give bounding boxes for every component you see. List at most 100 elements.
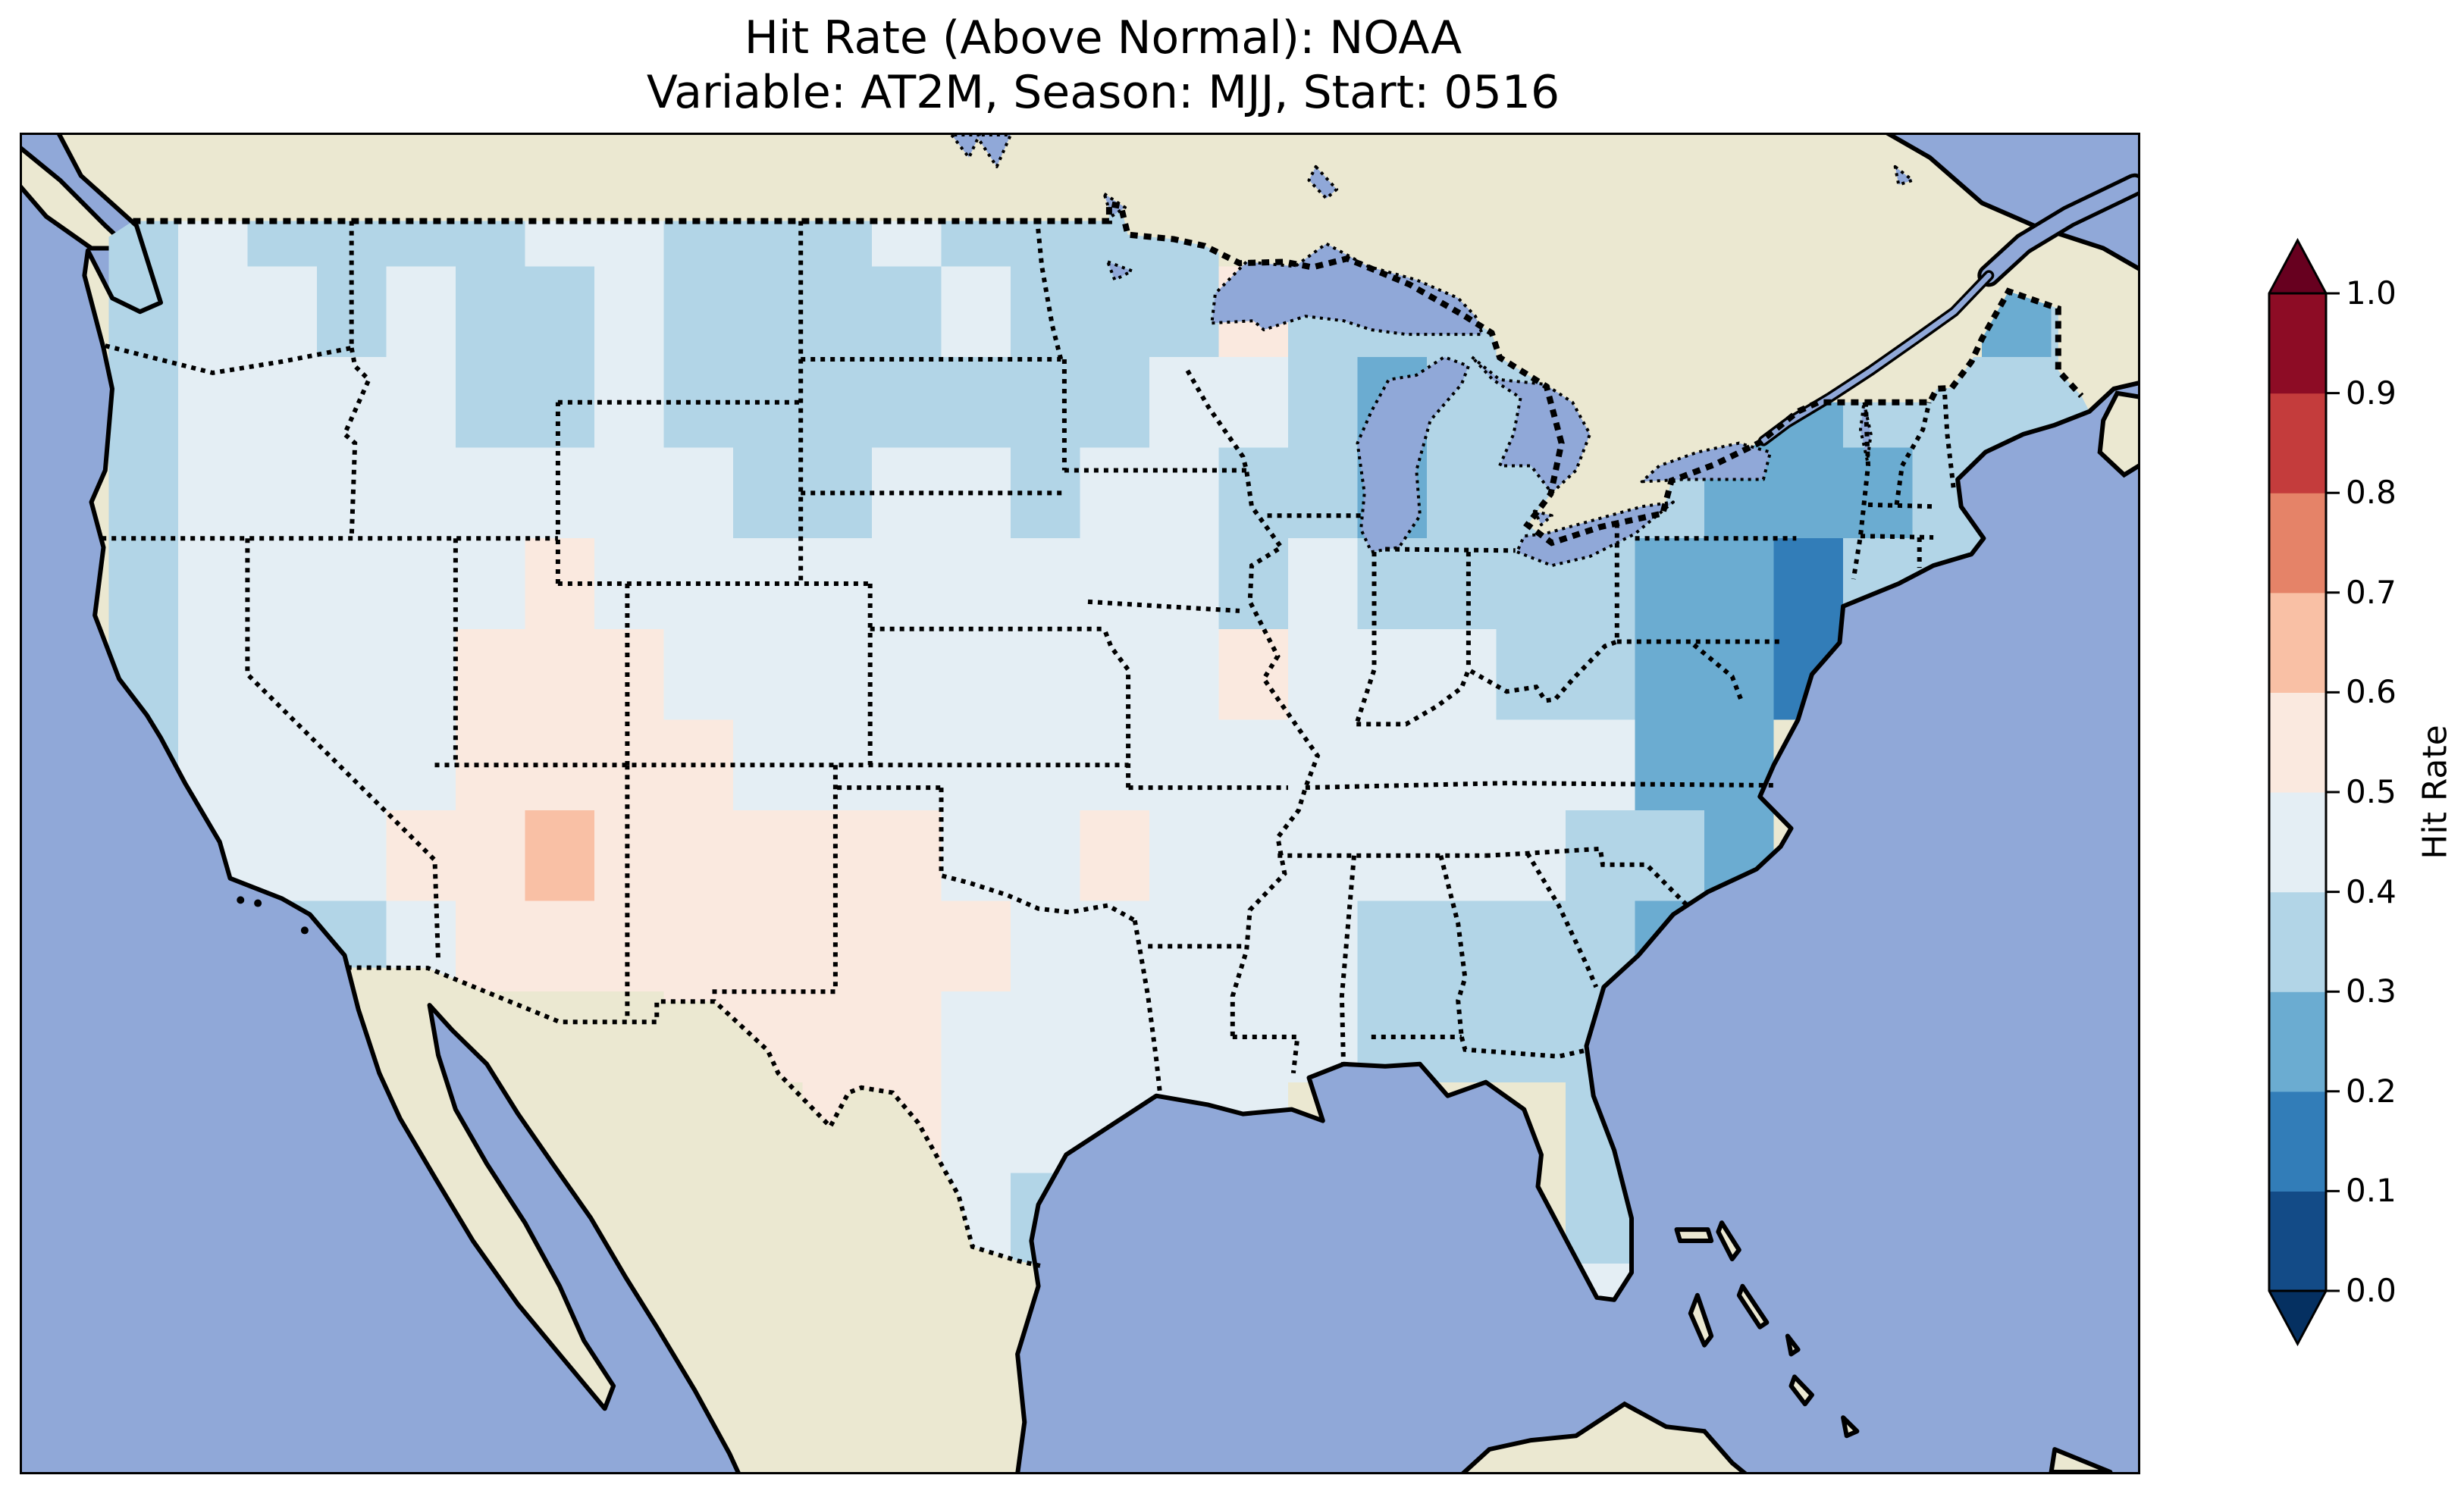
lake (1516, 500, 1675, 568)
grid-cell (1635, 538, 1705, 629)
state-border (1851, 402, 1871, 580)
grid-cell (1149, 357, 1219, 448)
figure-title: Hit Rate (Above Normal): NOAA Variable: … (0, 11, 2206, 120)
grid-cell (733, 900, 803, 992)
grid-cell (941, 357, 1011, 448)
state-border (1102, 628, 1131, 788)
grid-cell (941, 991, 1011, 1082)
grid-cell (455, 266, 525, 357)
grid-cell (663, 266, 733, 357)
colorbar-tick-label: 0.9 (2346, 374, 2397, 412)
grid-cell (872, 357, 942, 448)
grid-cell (455, 447, 525, 539)
state-border (1232, 1035, 1300, 1074)
grid-cell (1080, 719, 1149, 810)
us-mexico-border (346, 965, 1041, 1268)
island (1841, 1415, 1860, 1439)
grid-cell (663, 447, 733, 539)
grid-cell (247, 357, 317, 448)
grid-cell (1080, 991, 1149, 1082)
lake (1859, 400, 1873, 463)
colorbar-tick-label: 0.6 (2346, 673, 2397, 711)
state-border (939, 788, 1136, 922)
grid-cell (525, 810, 594, 901)
grid-cell (1357, 538, 1427, 629)
channel-island (237, 896, 245, 904)
grid-cell (247, 538, 317, 629)
grid-cell (525, 900, 594, 992)
grid-cell (1080, 357, 1149, 448)
grid-cell (872, 628, 942, 720)
grid-cell (1149, 538, 1219, 629)
grid-cell (177, 538, 248, 629)
grid-cell (247, 266, 317, 357)
grid-cell (1843, 447, 1913, 539)
grid-cell (1704, 628, 1774, 720)
grid-cell (1704, 538, 1774, 629)
grid-cell (386, 447, 456, 539)
state-border (1485, 846, 1689, 907)
grid-cell (1011, 628, 1080, 720)
lake (1893, 164, 1914, 186)
lake (1307, 164, 1339, 200)
grid-cell (386, 357, 456, 448)
grid-cell (1288, 447, 1358, 539)
grid-cell (316, 810, 387, 901)
channel-island (300, 926, 309, 935)
grid-cell (1496, 628, 1566, 720)
grid-cell (872, 538, 942, 629)
island (2049, 1447, 2113, 1472)
grid-cell (1288, 628, 1358, 720)
lake (1210, 242, 1484, 337)
grid-cell (1427, 628, 1497, 720)
grid-cell (108, 357, 178, 448)
grid-cell (1566, 719, 1635, 810)
grid-cell (316, 719, 387, 810)
state-border (1860, 534, 1934, 540)
colorbar-tick-label: 0.7 (2346, 573, 2397, 611)
colorbar-extend-under (2269, 1291, 2326, 1344)
grid-cell (247, 447, 317, 539)
grid-cell (802, 991, 872, 1082)
grid-cell (1080, 266, 1149, 357)
grid-cell (1496, 719, 1566, 810)
grid-cell (733, 628, 803, 720)
grid-cell (872, 991, 942, 1082)
grid-cell (386, 719, 456, 810)
grid-cell (733, 447, 803, 539)
vancouver-island (22, 146, 136, 251)
grid-cell (1080, 900, 1149, 992)
grid-cell (1011, 900, 1080, 992)
colorbar-tick-label: 0.8 (2346, 474, 2397, 512)
island (1674, 1227, 1714, 1243)
grid-cell (872, 900, 942, 992)
nova-scotia (2097, 390, 2138, 478)
colorbar-band (2269, 1091, 2326, 1192)
grid-cell (525, 628, 594, 720)
grid-cell (1011, 810, 1080, 901)
state-border (1867, 502, 1937, 509)
grid-cell (1080, 810, 1149, 901)
grid-cell (663, 628, 733, 720)
colorbar-tick-label: 0.1 (2346, 1172, 2397, 1210)
grid-cell (1635, 628, 1705, 720)
cuba (1461, 1401, 1748, 1472)
colorbar-tick-label: 0.2 (2346, 1072, 2397, 1110)
grid-cell (455, 900, 525, 992)
state-border (1942, 388, 1956, 488)
grid-cell (1149, 628, 1219, 720)
lake (1106, 260, 1134, 282)
grid-cell (872, 266, 942, 357)
grid-cell (386, 266, 456, 357)
state-border (1132, 919, 1162, 1092)
grid-cell (1288, 719, 1358, 810)
grid-cell (941, 538, 1011, 629)
grid-cell (455, 538, 525, 629)
grid-cell (177, 628, 248, 720)
grid-cell (1080, 628, 1149, 720)
colorbar-band (2269, 493, 2326, 594)
grid-cell (941, 1082, 1011, 1173)
grid-cell (1357, 628, 1427, 720)
grid-cell (177, 447, 248, 539)
grid-cell (1288, 538, 1358, 629)
